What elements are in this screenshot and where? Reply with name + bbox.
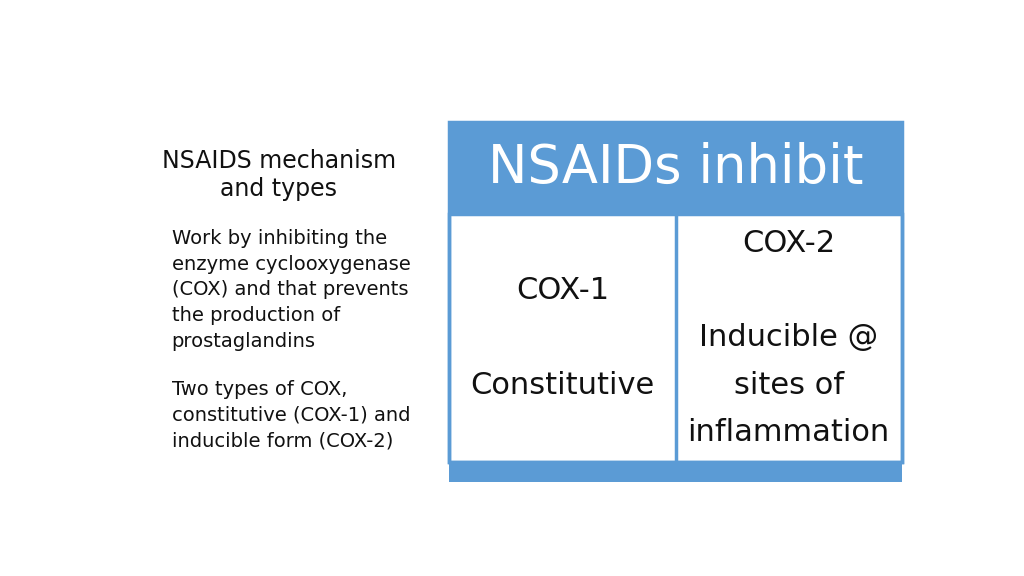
Bar	[450, 462, 902, 482]
Text: NSAIDs inhibit: NSAIDs inhibit	[487, 142, 863, 194]
Bar	[450, 122, 902, 462]
Text: COX-2

Inducible @
sites of
inflammation: COX-2 Inducible @ sites of inflammation	[687, 229, 890, 447]
Bar	[450, 214, 902, 462]
Text: NSAIDS mechanism
and types: NSAIDS mechanism and types	[162, 149, 396, 201]
Text: Work by inhibiting the
enzyme cyclooxygenase
(COX) and that prevents
the product: Work by inhibiting the enzyme cyclooxyge…	[172, 229, 411, 351]
Text: Two types of COX,
constitutive (COX-1) and
inducible form (COX-2): Two types of COX, constitutive (COX-1) a…	[172, 380, 411, 450]
Text: COX-1

Constitutive: COX-1 Constitutive	[470, 276, 654, 400]
Bar	[450, 214, 902, 462]
Bar	[450, 122, 902, 214]
